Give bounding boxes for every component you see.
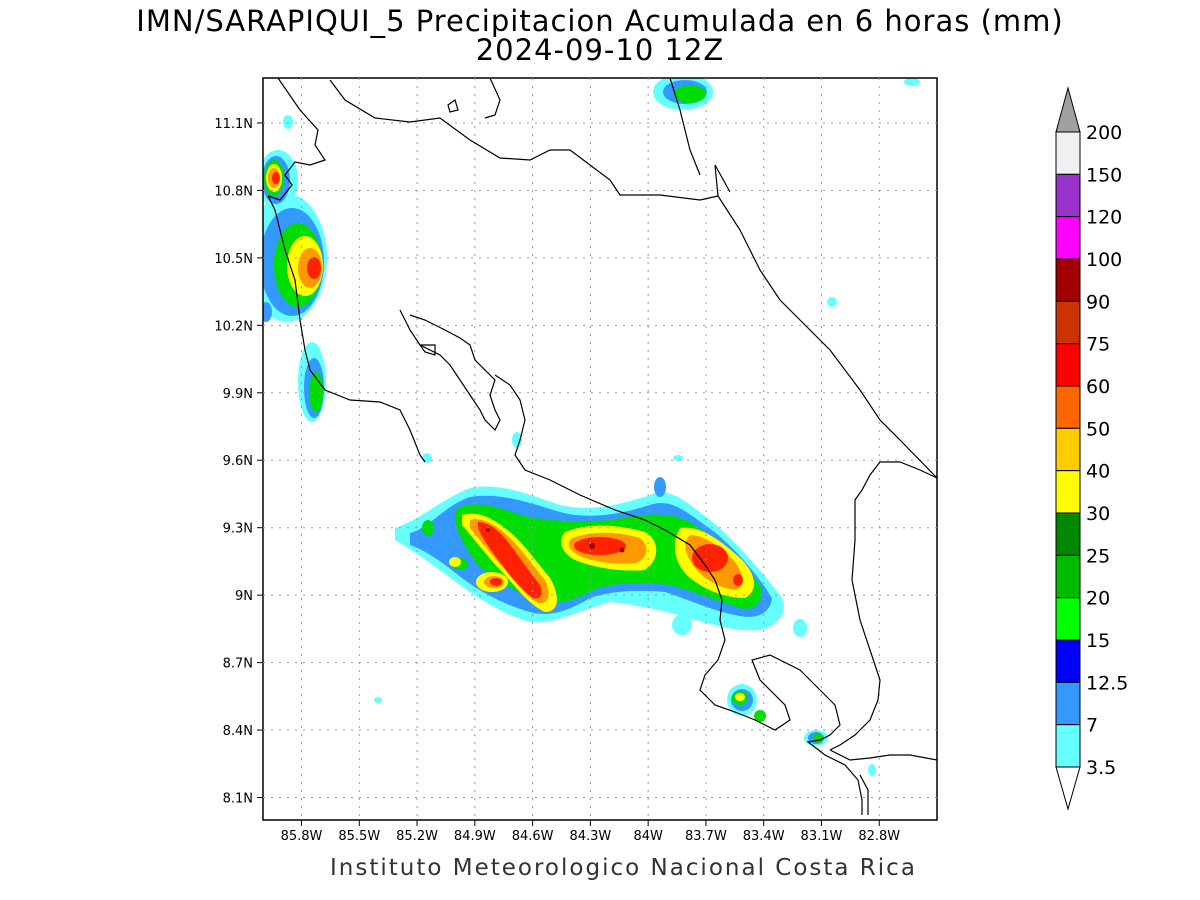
lon-tick-label: 83.4W (743, 829, 785, 844)
lat-tick-label: 11.1N (214, 117, 253, 132)
colorbar-label: 120 (1086, 207, 1122, 229)
map-graticule (263, 78, 937, 820)
precip-layer-90 (486, 528, 625, 553)
colorbar-swatch (1055, 258, 1081, 302)
colorbar-label: 200 (1086, 122, 1122, 144)
colorbar-label: 25 (1086, 545, 1110, 567)
lon-tick-label: 85.2W (396, 829, 438, 844)
lat-tick-label: 8.4N (223, 724, 253, 739)
map-subtitle: 2024-09-10 12Z (475, 33, 725, 67)
colorbar-swatch (1055, 724, 1081, 768)
colorbar-swatch (1055, 385, 1081, 429)
lat-tick-label: 10.5N (214, 252, 253, 267)
precipitation-field (263, 78, 920, 776)
precip-layer-7 (263, 80, 824, 744)
longitude-axis: 85.8W 85.5W 85.2W 84.9W 84.6W 84.3W 84W 83.7W 83… (281, 820, 900, 844)
colorbar-legend: 200 150 120 100 90 75 60 50 40 30 25 20 15 12.5 7 3.5 (1055, 86, 1128, 811)
colorbar-label: 100 (1086, 249, 1122, 271)
precip-layer-60 (272, 172, 743, 599)
colorbar-swatch (1055, 427, 1081, 472)
colorbar-swatch (1055, 681, 1081, 726)
lon-tick-label: 84.9W (454, 829, 496, 844)
map-frame (262, 77, 938, 821)
colorbar-swatch (1055, 173, 1081, 218)
colorbar-swatch (1055, 300, 1081, 345)
coastline (267, 78, 937, 815)
lat-tick-label: 9N (235, 589, 253, 604)
lon-tick-label: 84W (633, 829, 663, 844)
lon-tick-label: 83.7W (685, 829, 727, 844)
colorbar-label: 60 (1086, 376, 1110, 398)
lat-tick-label: 8.1N (223, 792, 253, 807)
colorbar-label: 20 (1086, 588, 1110, 610)
colorbar-label: 90 (1086, 291, 1110, 313)
colorbar-swatch (1055, 639, 1081, 683)
colorbar-over-triangle (1055, 86, 1081, 133)
precip-layer-20 (264, 85, 823, 743)
colorbar-label: 40 (1086, 461, 1110, 483)
lat-tick-label: 10.2N (214, 319, 253, 334)
colorbar-swatch (1055, 554, 1081, 599)
lon-tick-label: 84.3W (569, 829, 611, 844)
lon-tick-label: 85.8W (281, 829, 323, 844)
latitude-axis: 11.1N 10.8N 10.5N 10.2N 9.9N 9.6N 9.3N 9N 8.7N 8.… (214, 117, 263, 807)
lon-tick-label: 85.5W (338, 829, 380, 844)
colorbar-swatch (1055, 597, 1081, 641)
colorbar-swatch (1055, 470, 1081, 514)
colorbar-label: 75 (1086, 334, 1110, 356)
colorbar-label: 30 (1086, 503, 1110, 525)
map-title: IMN/SARAPIQUI_5 Precipitacion Acumulada … (136, 4, 1064, 38)
colorbar-swatch (1055, 131, 1081, 175)
colorbar-swatch (1055, 343, 1081, 387)
colorbar-swatch (1055, 512, 1081, 556)
lat-tick-label: 9.3N (223, 522, 253, 537)
colorbar-label: 7 (1086, 715, 1098, 737)
lon-tick-label: 84.6W (512, 829, 554, 844)
colorbar-label: 12.5 (1086, 672, 1128, 694)
lat-tick-label: 10.8N (214, 184, 253, 199)
colorbar-swatch (1055, 216, 1081, 260)
lon-tick-label: 83.1W (801, 829, 843, 844)
colorbar-label: 50 (1086, 418, 1110, 440)
colorbar-label: 15 (1086, 630, 1110, 652)
colorbar-under-triangle (1055, 766, 1081, 811)
lon-tick-label: 82.8W (858, 829, 900, 844)
precip-layer-3-5 (263, 78, 920, 776)
lat-tick-label: 9.9N (223, 387, 253, 402)
lat-tick-label: 9.6N (223, 454, 253, 469)
colorbar-label: 150 (1086, 164, 1122, 186)
colorbar-label: 3.5 (1086, 757, 1116, 779)
lat-tick-label: 8.7N (223, 657, 253, 672)
institution-footer: Instituto Meteorologico Nacional Costa R… (330, 855, 917, 881)
